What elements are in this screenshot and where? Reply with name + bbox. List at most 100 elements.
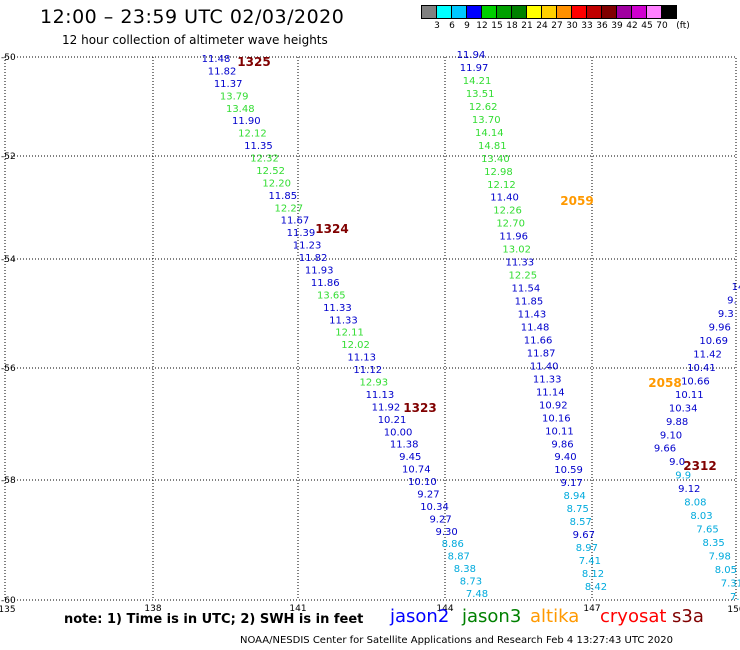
legend-jason2: jason2 [390, 606, 450, 627]
wave-height-value: 9.96 [709, 322, 731, 333]
wave-height-value: 12.98 [484, 167, 513, 178]
legend-tick: 3 [434, 21, 440, 31]
legend-jason3: jason3 [462, 606, 522, 627]
footer-note: note: 1) Time is in UTC; 2) SWH is in fe… [64, 612, 364, 627]
wave-height-value: 12.02 [341, 340, 370, 351]
legend-tick: 30 [566, 21, 578, 31]
map-frame [4, 56, 737, 601]
wave-height-value: 14.14 [475, 128, 504, 139]
wave-height-value: 9.67 [573, 530, 595, 541]
legend-tick-labels: 3 6 9 12 15 18 21 24 27 30 33 36 39 42 45 70 (ft) [421, 19, 690, 33]
longitude-label: 150 [727, 605, 740, 615]
wave-height-value: 7.48 [466, 589, 488, 600]
wave-height-value: 10.34 [669, 403, 698, 414]
wave-height-value: 9.86 [551, 439, 573, 450]
wave-height-value: 10.16 [542, 413, 571, 424]
pass-number-label: 1325 [237, 55, 270, 69]
wave-height-value: 11.48 [202, 54, 231, 65]
wave-height-value: 13.02 [502, 245, 531, 256]
wave-height-value: 8.57 [570, 517, 592, 528]
wave-height-value: 14.81 [478, 141, 507, 152]
wave-height-value: 9.0 [669, 457, 685, 468]
legend-tick: 12 [476, 21, 488, 31]
color-legend: 3 6 9 12 15 18 21 24 27 30 33 36 39 42 45 70 (ft) [421, 5, 690, 33]
wave-height-value: 9.66 [654, 444, 676, 455]
wave-height-value: 11.92 [372, 402, 401, 413]
latitude-label: -54 [1, 255, 16, 265]
wave-height-value: 7.31 [721, 579, 740, 590]
footer-credit: NOAA/NESDIS Center for Satellite Applica… [240, 635, 673, 646]
wave-height-value: 7.41 [579, 556, 601, 567]
wave-height-value: 9.9 [675, 471, 691, 482]
wave-height-value: 9. [727, 295, 737, 306]
wave-height-value: 11.97 [460, 63, 489, 74]
wave-height-value: 8.87 [448, 552, 470, 563]
wave-height-value: 12.25 [509, 271, 538, 282]
legend-tick: 21 [521, 21, 533, 31]
wave-height-value: 10.10 [408, 477, 437, 488]
wave-height-value: 12.20 [262, 178, 291, 189]
wave-height-value: 9.27 [417, 489, 439, 500]
wave-height-value: 11.23 [293, 241, 322, 252]
wave-height-value: 7.4 [730, 592, 740, 603]
wave-height-value: 13.65 [317, 290, 346, 301]
wave-height-value: 11.43 [518, 310, 547, 321]
wave-height-value: 11.93 [305, 266, 334, 277]
wave-height-value: 12.32 [250, 154, 279, 165]
wave-height-value: 9.3 [718, 309, 734, 320]
legend-tick: 18 [506, 21, 518, 31]
wave-height-value: 11.33 [533, 374, 562, 385]
wave-height-value: 8.97 [576, 543, 598, 554]
latitude-label: -58 [1, 476, 16, 486]
wave-height-value: 10.59 [554, 465, 583, 476]
wave-height-value: 8.05 [715, 565, 737, 576]
wave-height-value: 9.10 [660, 430, 682, 441]
wave-height-value: 11.33 [323, 303, 352, 314]
legend-swatch [661, 5, 677, 19]
wave-height-value: 11.14 [536, 387, 565, 398]
wave-height-value: 11.54 [512, 284, 541, 295]
longitude-label: 144 [436, 604, 453, 614]
wave-height-value: 10.69 [699, 336, 728, 347]
wave-height-value: 11.13 [347, 353, 376, 364]
wave-height-value: 8.38 [454, 564, 476, 575]
wave-height-value: 13.70 [472, 115, 501, 126]
wave-height-value: 12.52 [256, 166, 285, 177]
wave-height-value: 8.42 [585, 582, 607, 593]
wave-height-value: 11.37 [214, 79, 243, 90]
wave-height-value: 11.12 [353, 365, 382, 376]
wave-height-value: 11.33 [329, 315, 358, 326]
wave-height-value: 9.40 [554, 452, 576, 463]
wave-height-value: 11.33 [505, 258, 534, 269]
pass-number-label: 1324 [315, 222, 348, 236]
legend-tick: 33 [581, 21, 593, 31]
legend-color-bar [421, 5, 677, 19]
wave-height-value: 13.79 [220, 91, 249, 102]
wave-height-value: 11.13 [366, 390, 395, 401]
wave-height-value: 9.45 [399, 452, 421, 463]
wave-height-value: 11.86 [311, 278, 340, 289]
wave-height-value: 8.12 [582, 569, 604, 580]
wave-height-value: 11.38 [390, 440, 419, 451]
wave-height-value: 8.86 [442, 539, 464, 550]
wave-height-value: 11.96 [499, 232, 528, 243]
legend-tick: 39 [611, 21, 623, 31]
wave-height-value: 12.62 [469, 102, 498, 113]
wave-height-value: 10.34 [420, 502, 449, 513]
legend-cryosat: cryosat [600, 606, 667, 627]
wave-height-value: 11.67 [281, 216, 310, 227]
wave-height-value: 11.66 [524, 335, 553, 346]
legend-tick: 9 [464, 21, 470, 31]
wave-height-value: 8.35 [703, 538, 725, 549]
legend-tick: 45 [641, 21, 653, 31]
legend-s3a: s3a [672, 606, 704, 627]
wave-height-value: 11.94 [457, 50, 486, 61]
wave-height-value: 11.39 [287, 228, 316, 239]
wave-height-value: 8.03 [690, 511, 712, 522]
wave-height-value: 7.65 [696, 525, 718, 536]
wave-height-value: 10.11 [675, 390, 704, 401]
longitude-label: 135 [0, 605, 16, 615]
pass-number-label: 2312 [683, 459, 716, 473]
wave-height-value: 10.21 [378, 415, 407, 426]
